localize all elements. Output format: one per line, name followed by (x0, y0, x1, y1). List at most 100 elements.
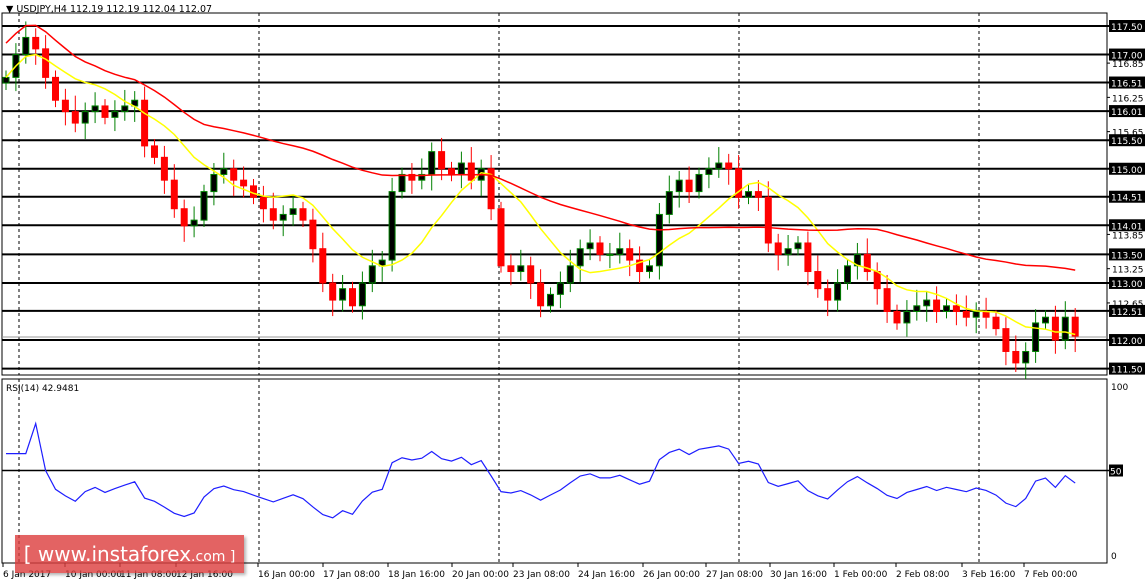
time-label: 6 Jan 2017 (3, 570, 51, 580)
candle-bull (547, 293, 554, 307)
level-label-bg (1109, 48, 1145, 61)
candle-bear (754, 191, 762, 198)
candle-bull (903, 311, 911, 324)
candle-bear (824, 288, 832, 301)
candle-bear (814, 271, 822, 290)
candle-bear (537, 282, 545, 307)
candle-bull (745, 191, 752, 198)
dropdown-triangle-icon[interactable]: ▼ (6, 4, 14, 15)
candle-bear (527, 265, 535, 284)
price-pane-frame (1, 12, 1108, 376)
candle-bull (1022, 350, 1030, 364)
rsi-label: RSI(14) 42.9481 (6, 384, 79, 394)
candle-bull (358, 282, 366, 307)
level-label-bg (1109, 276, 1145, 289)
candle-bear (160, 156, 168, 181)
rsi-line (6, 421, 1076, 519)
level-label: 115.00 (1111, 166, 1143, 176)
candle-bull (556, 282, 564, 295)
candle-bear (467, 162, 475, 181)
level-label: 112.00 (1111, 337, 1143, 347)
level-label-bg (1109, 334, 1145, 347)
level-label: 115.50 (1111, 137, 1143, 147)
price-tick-label: 112.65 (1112, 300, 1144, 310)
level-label: 114.51 (1111, 194, 1143, 204)
level-label: 116.01 (1111, 108, 1143, 118)
candle-bull (2, 76, 10, 84)
candle-bull (210, 173, 218, 193)
candle-bull (339, 288, 347, 301)
candle-bear (636, 259, 644, 273)
candle-bull (388, 191, 396, 261)
time-label: 24 Jan 16:00 (578, 570, 635, 580)
chart-header: ▼ USDJPY,H4 112.19 112.19 112.04 112.07 (6, 4, 212, 15)
level-label-bg (1109, 190, 1145, 203)
candle-bull (111, 111, 119, 118)
level-label-bg (1109, 219, 1145, 232)
candle-bear (1002, 328, 1010, 352)
time-label: 26 Jan 00:00 (643, 570, 700, 580)
candle-bear (230, 168, 238, 181)
candle-bull (457, 162, 465, 175)
candle-bear (952, 305, 960, 313)
candle-bear (349, 288, 356, 307)
candle-bear (299, 208, 307, 221)
candle-bull (81, 111, 89, 124)
candle-bear (596, 242, 604, 255)
candle-bear (180, 208, 188, 227)
time-label: 18 Jan 16:00 (388, 570, 445, 580)
rsi-tick-bg (1109, 464, 1123, 477)
candle-bull (794, 242, 802, 250)
candle-bull (398, 173, 406, 193)
candle-bear (32, 36, 40, 50)
candle-bull (655, 213, 663, 267)
candle-bear (61, 99, 69, 113)
time-label: 20 Jan 00:00 (452, 570, 509, 580)
candle-bear (725, 162, 733, 170)
candle-bear (250, 185, 257, 198)
candle-bull (517, 265, 525, 273)
time-label: 30 Jan 16:00 (770, 570, 827, 580)
candle-bull (428, 151, 436, 175)
level-label: 112.51 (1111, 308, 1143, 318)
candle-bear (101, 105, 109, 118)
time-label: 7 Feb 00:00 (1024, 570, 1078, 580)
candle-bull (368, 265, 376, 284)
candle-bear (626, 248, 634, 261)
candle-bull (586, 242, 594, 250)
price-tick-label: 115.65 (1112, 129, 1144, 139)
ma-fast-line (5, 53, 1076, 336)
candle-bear (863, 253, 871, 273)
time-label: 10 Jan 00:00 (65, 570, 122, 580)
candle-bear (259, 196, 267, 210)
price-tick-label: 116.25 (1112, 94, 1144, 104)
candle-bull (22, 36, 30, 56)
candle-bear (170, 179, 178, 210)
candle-bear (497, 208, 505, 267)
candle-bull (289, 208, 297, 215)
candle-bear (438, 151, 446, 170)
candle-bull (220, 168, 228, 175)
candle-bear (319, 248, 327, 284)
time-label: 2 Feb 08:00 (896, 570, 950, 580)
candle-bull (913, 305, 921, 313)
candle-bear (507, 265, 515, 273)
candle-bear (873, 271, 881, 290)
rsi-tick-label: 0 (1111, 552, 1117, 562)
candle-bear (893, 311, 901, 324)
candle-bull (923, 299, 931, 307)
candle-bull (834, 282, 842, 301)
level-label: 113.50 (1111, 251, 1143, 261)
candle-bear (735, 168, 743, 198)
watermark-suffix: .com ] (191, 549, 236, 565)
level-label-bg (1109, 105, 1145, 118)
candle-bull (844, 265, 851, 284)
level-label-bg (1109, 362, 1145, 375)
candle-bull (646, 265, 653, 273)
level-label-bg (1109, 304, 1145, 317)
candle-bull (121, 105, 129, 113)
candle-bull (705, 168, 713, 175)
time-label: 3 Feb 16:00 (962, 570, 1016, 580)
level-label: 117.00 (1111, 52, 1143, 62)
